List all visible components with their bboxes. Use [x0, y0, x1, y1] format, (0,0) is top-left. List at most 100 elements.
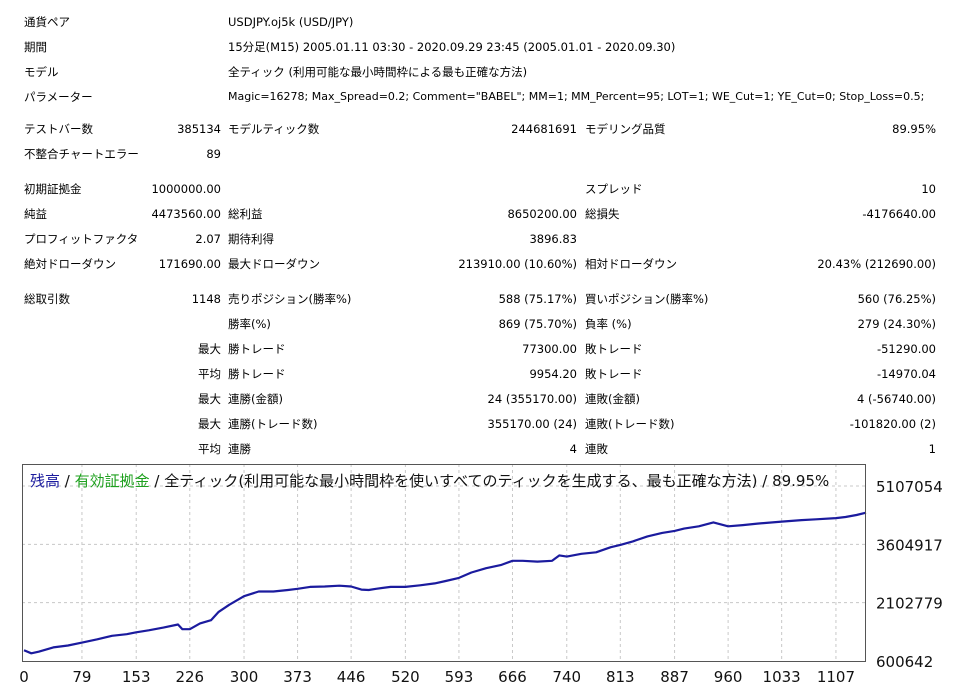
short-value: 588 (75.17%) — [498, 292, 577, 306]
avg-loss-label: 敗トレード — [585, 367, 643, 381]
max-prefix: 最大 — [198, 342, 221, 356]
x-tick-label: 520 — [391, 668, 420, 686]
deposit-label: 初期証拠金 — [24, 182, 82, 196]
period-label: 期間 — [24, 40, 47, 54]
gross-profit-label: 総利益 — [228, 207, 263, 221]
bars-label: テストバー数 — [24, 122, 93, 136]
x-tick-label: 0 — [19, 668, 29, 686]
avg-win-value: 9954.20 — [529, 367, 577, 381]
chart-legend: 残高 / 有効証拠金 / 全ティック(利用可能な最小時間枠を使いすべてのティック… — [30, 472, 829, 490]
max-win-label: 勝トレード — [228, 342, 286, 356]
bars-value: 385134 — [177, 122, 221, 136]
avg-prefix: 平均 — [198, 442, 221, 456]
avg-cons-loss-value: 1 — [928, 442, 936, 456]
pf-label: プロフィットファクタ — [24, 232, 139, 246]
y-tick-label: 600642 — [876, 653, 933, 671]
max-prefix: 最大 — [198, 417, 221, 431]
avg-prefix: 平均 — [198, 367, 221, 381]
x-tick-label: 1107 — [817, 668, 855, 686]
x-tick-label: 300 — [230, 668, 259, 686]
cons-win-amt-value: 24 (355170.00) — [487, 392, 577, 406]
long-value: 560 (76.25%) — [857, 292, 936, 306]
avg-cons-win-label: 連勝 — [228, 442, 251, 456]
max-loss-label: 敗トレード — [585, 342, 643, 356]
x-tick-label: 813 — [606, 668, 635, 686]
params-value: Magic=16278; Max_Spread=0.2; Comment="BA… — [228, 90, 925, 103]
legend-description: 全ティック(利用可能な最小時間枠を使いすべてのティックを生成する、最も正確な方法… — [164, 472, 829, 490]
abs-dd-value: 171690.00 — [158, 257, 221, 271]
x-tick-label: 79 — [72, 668, 91, 686]
mismatch-value: 89 — [206, 147, 221, 161]
short-label: 売りポジション(勝率%) — [228, 292, 352, 306]
legend-separator: / — [150, 472, 165, 490]
chart-frame — [22, 464, 866, 662]
ticks-label: モデルティック数 — [228, 122, 320, 136]
legend-separator: / — [60, 472, 75, 490]
x-tick-label: 887 — [660, 668, 689, 686]
max-prefix: 最大 — [198, 392, 221, 406]
gross-loss-label: 総損失 — [585, 207, 620, 221]
loss-label: 負率 (%) — [585, 317, 632, 331]
quality-value: 89.95% — [892, 122, 936, 136]
x-tick-label: 960 — [714, 668, 743, 686]
expected-label: 期待利得 — [228, 232, 274, 246]
avg-win-label: 勝トレード — [228, 367, 286, 381]
y-tick-label: 5107054 — [876, 478, 943, 496]
gross-loss-value: -4176640.00 — [862, 207, 936, 221]
long-label: 買いポジション(勝率%) — [585, 292, 709, 306]
gross-profit-value: 8650200.00 — [507, 207, 577, 221]
max-loss-value: -51290.00 — [876, 342, 936, 356]
quality-label: モデリング品質 — [585, 122, 666, 136]
cons-loss-cnt-label: 連敗(トレード数) — [585, 417, 675, 431]
trades-value: 1148 — [191, 292, 221, 306]
cons-win-amt-label: 連勝(金額) — [228, 392, 283, 406]
legend-equity: 有効証拠金 — [75, 472, 150, 490]
expected-value: 3896.83 — [529, 232, 577, 246]
x-tick-label: 740 — [552, 668, 581, 686]
model-value: 全ティック (利用可能な最小時間枠による最も正確な方法) — [228, 65, 528, 79]
max-dd-value: 213910.00 (10.60%) — [458, 257, 577, 271]
model-label: モデル — [24, 65, 59, 79]
x-tick-label: 226 — [175, 668, 204, 686]
mismatch-label: 不整合チャートエラー — [24, 147, 139, 161]
cons-loss-amt-label: 連敗(金額) — [585, 392, 640, 406]
cons-loss-cnt-value: -101820.00 (2) — [849, 417, 936, 431]
avg-cons-win-value: 4 — [569, 442, 577, 456]
max-win-value: 77300.00 — [522, 342, 577, 356]
y-tick-label: 2102779 — [876, 595, 943, 613]
spread-value: 10 — [921, 182, 936, 196]
balance-line — [23, 511, 867, 655]
net-value: 4473560.00 — [151, 207, 221, 221]
trades-label: 総取引数 — [24, 292, 70, 306]
deposit-value: 1000000.00 — [151, 182, 221, 196]
x-tick-label: 593 — [445, 668, 474, 686]
win-value: 869 (75.70%) — [498, 317, 577, 331]
loss-value: 279 (24.30%) — [857, 317, 936, 331]
x-tick-label: 446 — [337, 668, 366, 686]
x-tick-label: 1033 — [763, 668, 801, 686]
avg-loss-value: -14970.04 — [876, 367, 936, 381]
period-value: 15分足(M15) 2005.01.11 03:30 - 2020.09.29 … — [228, 40, 676, 54]
pf-value: 2.07 — [195, 232, 221, 246]
x-tick-label: 153 — [122, 668, 151, 686]
spread-label: スプレッド — [585, 182, 643, 196]
x-tick-label: 666 — [498, 668, 527, 686]
chart-background — [22, 464, 866, 662]
avg-cons-loss-label: 連敗 — [585, 442, 608, 456]
rel-dd-value: 20.43% (212690.00) — [817, 257, 936, 271]
ticks-value: 244681691 — [511, 122, 577, 136]
net-label: 純益 — [24, 207, 47, 221]
cons-win-cnt-label: 連勝(トレード数) — [228, 417, 318, 431]
abs-dd-label: 絶対ドローダウン — [24, 257, 116, 271]
max-dd-label: 最大ドローダウン — [228, 257, 320, 271]
cons-loss-amt-value: 4 (-56740.00) — [857, 392, 936, 406]
win-label: 勝率(%) — [228, 317, 271, 331]
symbol-label: 通貨ペア — [24, 15, 70, 29]
y-tick-label: 3604917 — [876, 536, 943, 554]
rel-dd-label: 相対ドローダウン — [585, 257, 677, 271]
legend-balance: 残高 — [30, 472, 60, 490]
symbol-value: USDJPY.oj5k (USD/JPY) — [228, 15, 354, 29]
cons-win-cnt-value: 355170.00 (24) — [487, 417, 577, 431]
params-label: パラメーター — [24, 90, 93, 104]
